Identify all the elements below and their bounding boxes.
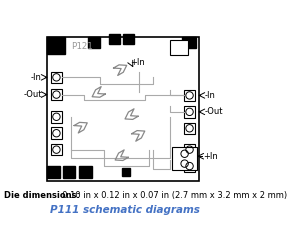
Bar — [51, 89, 62, 100]
Bar — [184, 122, 195, 134]
Text: -In: -In — [31, 73, 42, 82]
Bar — [172, 147, 197, 170]
Bar — [46, 37, 199, 181]
Text: Die dimensions:: Die dimensions: — [4, 191, 80, 200]
Bar — [47, 37, 65, 54]
Bar — [184, 106, 195, 118]
Bar — [51, 72, 62, 83]
Bar — [80, 166, 92, 178]
Bar — [182, 37, 196, 48]
Bar — [88, 37, 100, 48]
Bar — [122, 168, 130, 176]
Bar — [51, 111, 62, 122]
Text: -Out: -Out — [204, 107, 223, 116]
Text: -Out: -Out — [23, 90, 42, 99]
Text: +In: +In — [130, 58, 145, 67]
Text: P121: P121 — [71, 42, 93, 51]
Bar — [184, 160, 195, 172]
Bar — [170, 40, 188, 55]
Text: P111 schematic diagrams: P111 schematic diagrams — [50, 205, 200, 215]
Bar — [51, 144, 62, 156]
Bar — [184, 144, 195, 156]
Text: -In: -In — [204, 91, 215, 100]
Bar — [63, 166, 75, 178]
Bar — [47, 166, 60, 178]
Text: 0.10 in x 0.12 in x 0.07 in (2.7 mm x 3.2 mm x 2 mm): 0.10 in x 0.12 in x 0.07 in (2.7 mm x 3.… — [57, 191, 287, 200]
Bar — [109, 34, 120, 44]
Bar — [184, 90, 195, 101]
Bar — [123, 34, 134, 44]
Bar — [51, 128, 62, 139]
Text: +In: +In — [203, 152, 218, 161]
